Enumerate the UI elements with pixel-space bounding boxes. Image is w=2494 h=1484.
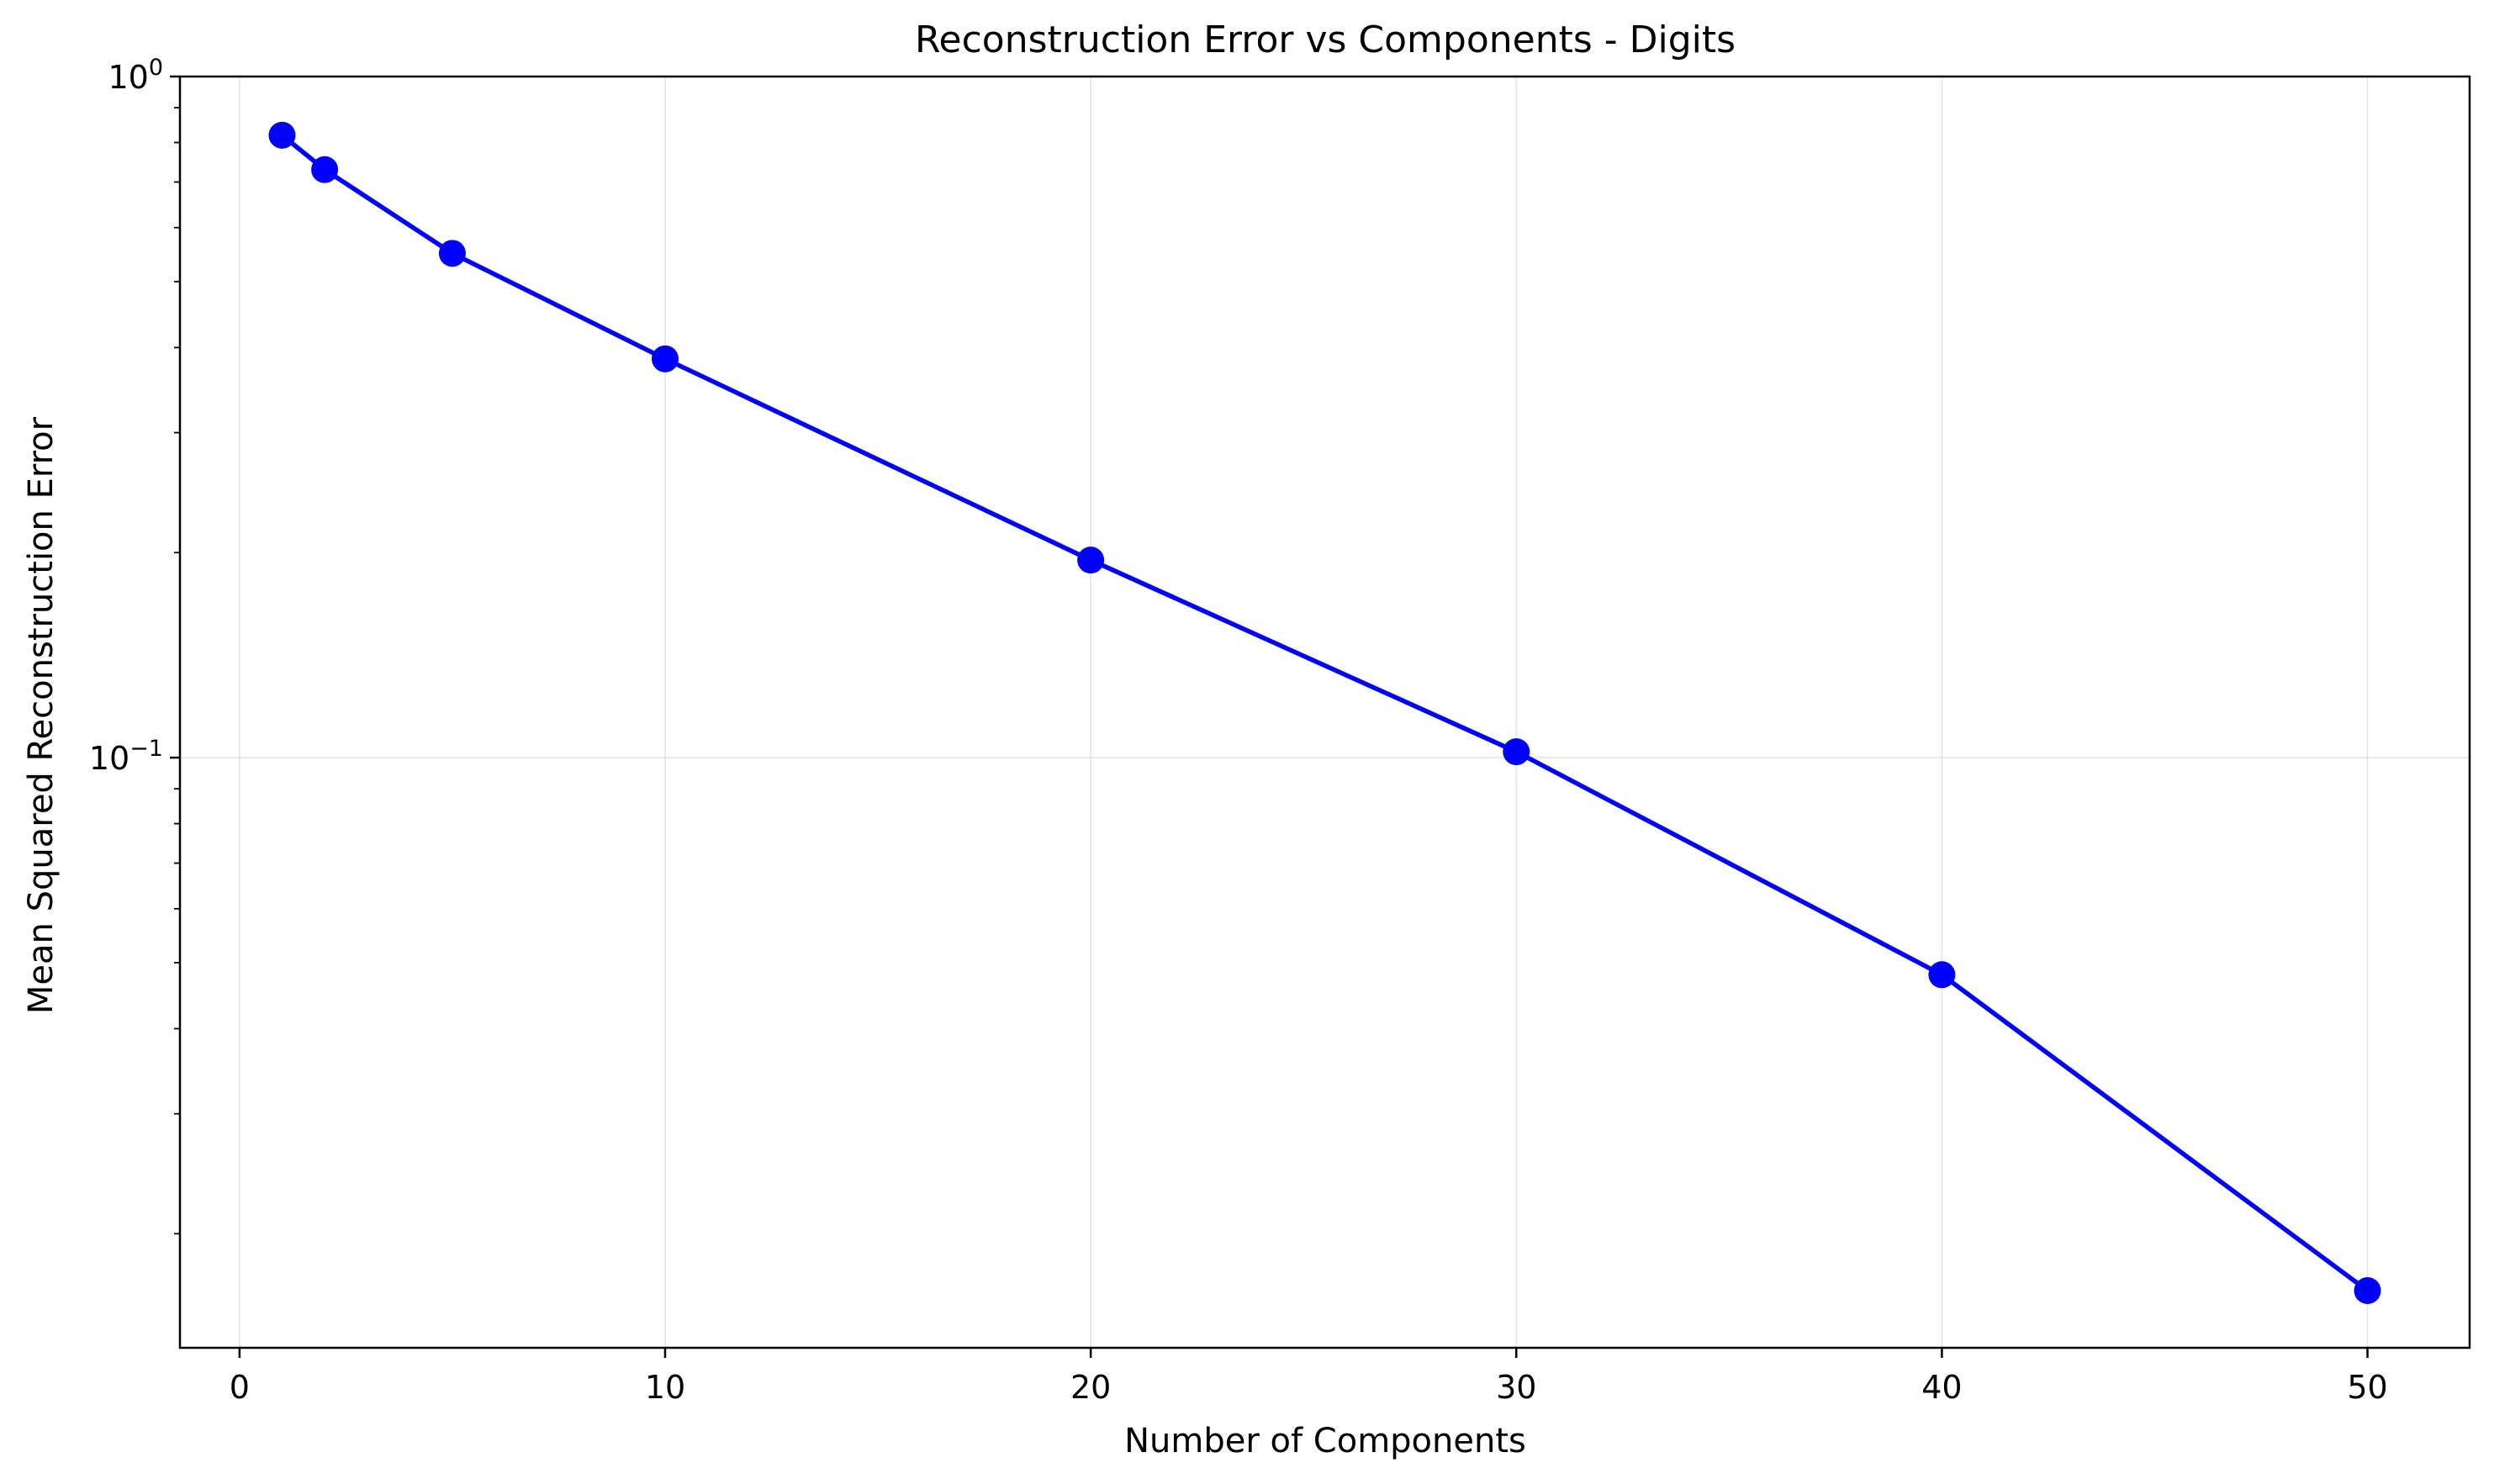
x-tick-label: 20 bbox=[1070, 1369, 1111, 1406]
y-axis-label: Mean Squared Reconstruction Error bbox=[22, 416, 61, 1014]
data-point bbox=[1503, 738, 1530, 766]
x-tick-label: 40 bbox=[1921, 1369, 1962, 1406]
x-tick-label: 50 bbox=[2347, 1369, 2387, 1406]
x-tick-label: 0 bbox=[230, 1369, 250, 1406]
chart-title: Reconstruction Error vs Components - Dig… bbox=[915, 18, 1736, 61]
y-tick-label: 10−1 bbox=[89, 736, 163, 777]
grid bbox=[180, 76, 2470, 1348]
data-point bbox=[2354, 1276, 2381, 1304]
data-point bbox=[651, 345, 679, 372]
data-point bbox=[438, 240, 466, 267]
series-group bbox=[268, 121, 2381, 1304]
x-axis-label: Number of Components bbox=[1124, 1422, 1526, 1460]
data-point bbox=[1077, 547, 1105, 574]
y-tick-label: 100 bbox=[108, 55, 163, 96]
data-point bbox=[268, 121, 296, 149]
series-line bbox=[280, 133, 2370, 1293]
x-tick-label: 30 bbox=[1496, 1369, 1536, 1406]
data-point bbox=[311, 156, 339, 183]
data-point bbox=[1928, 961, 1956, 989]
x-tick-label: 10 bbox=[645, 1369, 685, 1406]
y-axis-ticks: 10−1 100 bbox=[89, 55, 180, 1235]
x-axis-ticks: 0 10 20 30 40 50 bbox=[230, 1348, 2388, 1406]
plot-frame bbox=[178, 75, 2471, 1349]
